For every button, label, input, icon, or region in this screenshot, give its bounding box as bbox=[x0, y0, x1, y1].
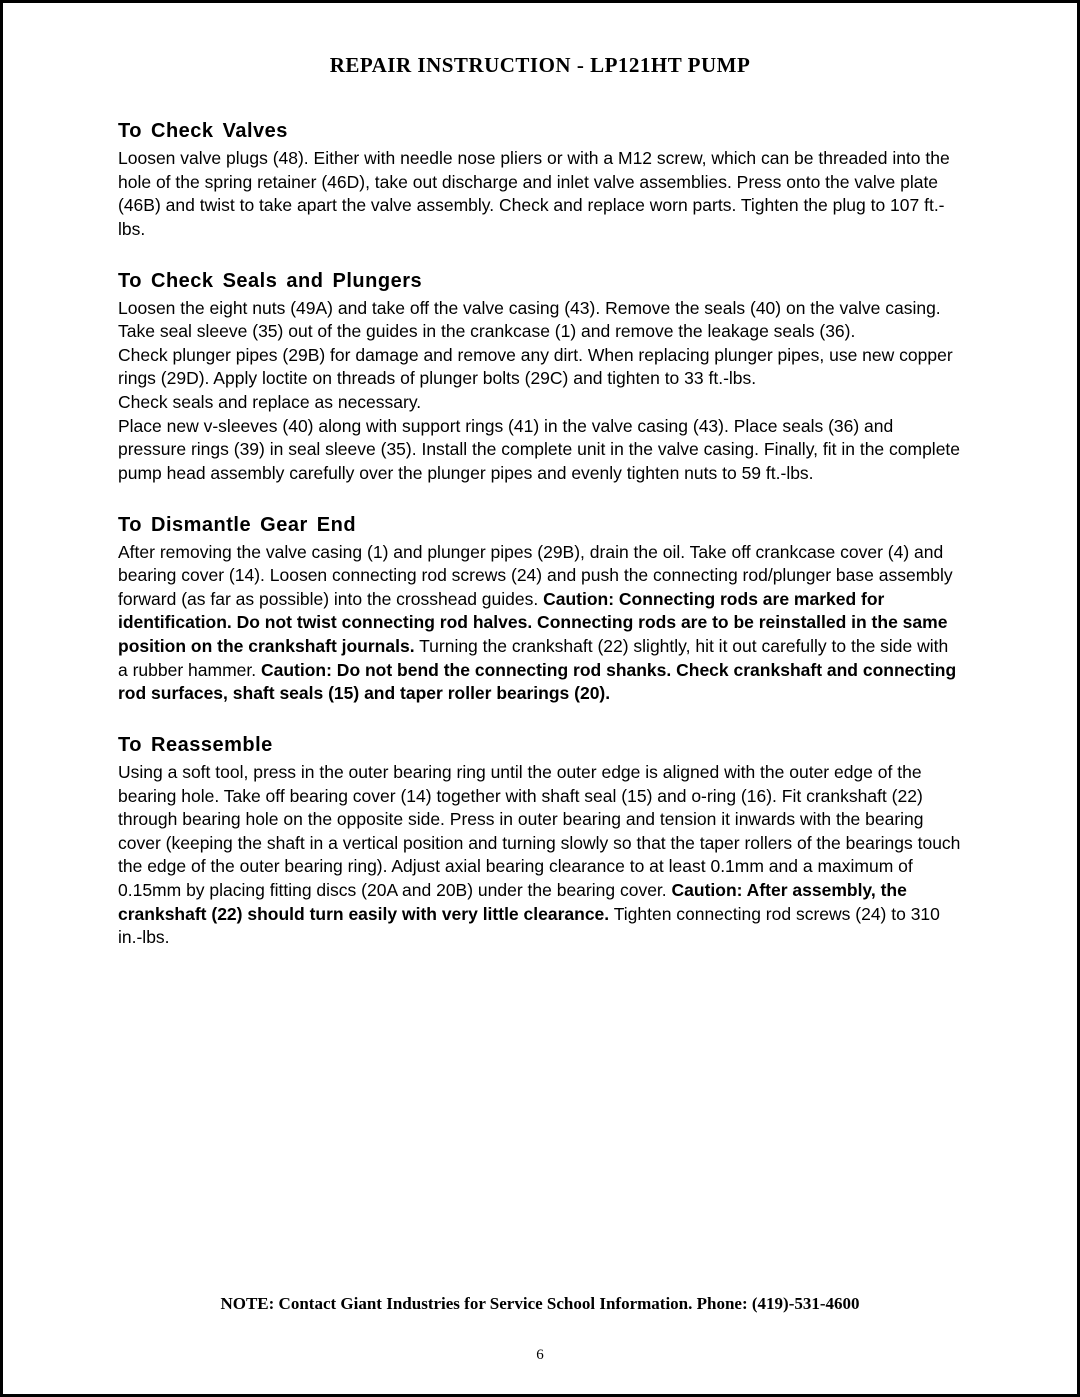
section-body: Using a soft tool, press in the outer be… bbox=[118, 761, 962, 950]
section-body: After removing the valve casing (1) and … bbox=[118, 541, 962, 706]
page-number: 6 bbox=[3, 1347, 1077, 1364]
section-heading: To Dismantle Gear End bbox=[118, 514, 962, 537]
section-heading: To Check Valves bbox=[118, 120, 962, 143]
section-check-seals-plungers: To Check Seals and Plungers Loosen the e… bbox=[118, 270, 962, 486]
section-dismantle-gear-end: To Dismantle Gear End After removing the… bbox=[118, 514, 962, 706]
section-body: Loosen the eight nuts (49A) and take off… bbox=[118, 297, 962, 486]
document-title: REPAIR INSTRUCTION - LP121HT PUMP bbox=[118, 53, 962, 78]
section-heading: To Reassemble bbox=[118, 734, 962, 757]
section-reassemble: To Reassemble Using a soft tool, press i… bbox=[118, 734, 962, 950]
section-check-valves: To Check Valves Loosen valve plugs (48).… bbox=[118, 120, 962, 242]
section-heading: To Check Seals and Plungers bbox=[118, 270, 962, 293]
section-body: Loosen valve plugs (48). Either with nee… bbox=[118, 147, 962, 242]
footer-note: NOTE: Contact Giant Industries for Servi… bbox=[3, 1294, 1077, 1314]
page-container: REPAIR INSTRUCTION - LP121HT PUMP To Che… bbox=[0, 0, 1080, 1397]
